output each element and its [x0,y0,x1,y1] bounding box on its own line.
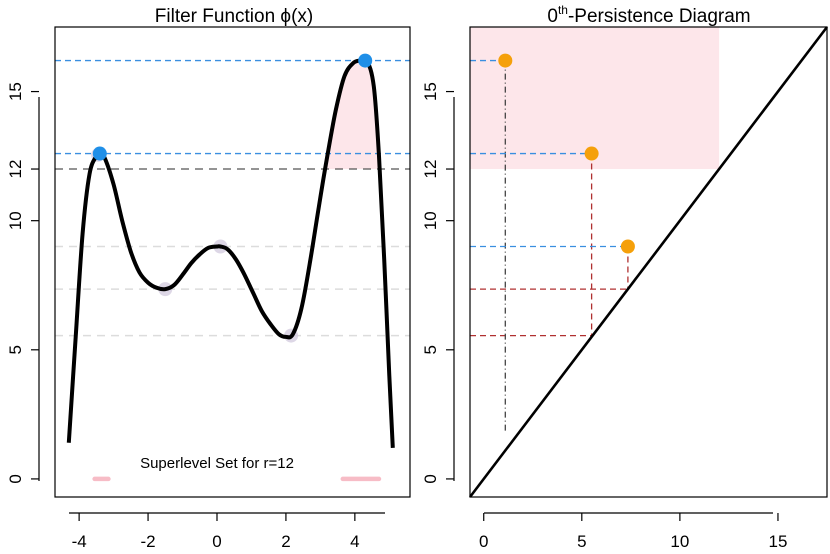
y-tick-label: 0 [6,474,25,483]
persistence-diagram-panel: 0th-Persistence Diagram 0 5 10 15 0 5 10 12 15 [421,3,829,551]
superlevel-annotation: Superlevel Set for r=12 [140,455,294,472]
right-x-ticks: 0 5 10 15 [479,513,787,551]
left-chart-title: Filter Function ϕ(x) [155,6,313,27]
left-plot-area [55,53,410,482]
x-tick-label: 2 [281,532,290,551]
x-tick-label: -2 [140,532,155,551]
local-maximum-point-1 [358,53,373,68]
left-x-ticks: -4 -2 0 2 4 [72,513,360,551]
y-tick-label: 15 [421,82,440,101]
x-tick-label: 0 [212,532,221,551]
y-tick-label: 0 [421,474,440,483]
filter-function-panel: Filter Function ϕ(x) Superlevel Set for … [6,6,411,551]
diagonal-line [468,26,829,498]
y-tick-label: 15 [6,82,25,101]
shaded-region [470,27,720,170]
right-plot-area [468,26,829,498]
persistence-point-2 [620,239,635,254]
y-tick-label: 10 [6,211,25,230]
y-tick-label: 12 [421,160,440,179]
y-tick-label: 10 [421,211,440,230]
x-tick-label: 10 [670,532,689,551]
x-tick-label: 5 [577,532,586,551]
left-plot-frame [54,26,411,498]
x-tick-label: 15 [769,532,788,551]
right-chart-title: 0th-Persistence Diagram [547,3,750,27]
right-plot-frame [469,26,828,498]
left-y-ticks: 0 5 10 12 15 [6,82,39,484]
y-tick-label: 5 [421,345,440,354]
right-y-ticks: 0 5 10 12 15 [421,82,454,484]
y-tick-label: 5 [6,345,25,354]
filter-function-curve [66,56,395,448]
persistence-point-0 [498,53,513,68]
local-maximum-point-0 [92,146,107,161]
superlevel-shaded-peak [327,60,380,170]
y-tick-label: 12 [6,160,25,179]
x-tick-label: -4 [72,532,87,551]
x-tick-label: 0 [479,532,488,551]
persistence-point-1 [584,146,599,161]
x-tick-label: 4 [350,532,359,551]
